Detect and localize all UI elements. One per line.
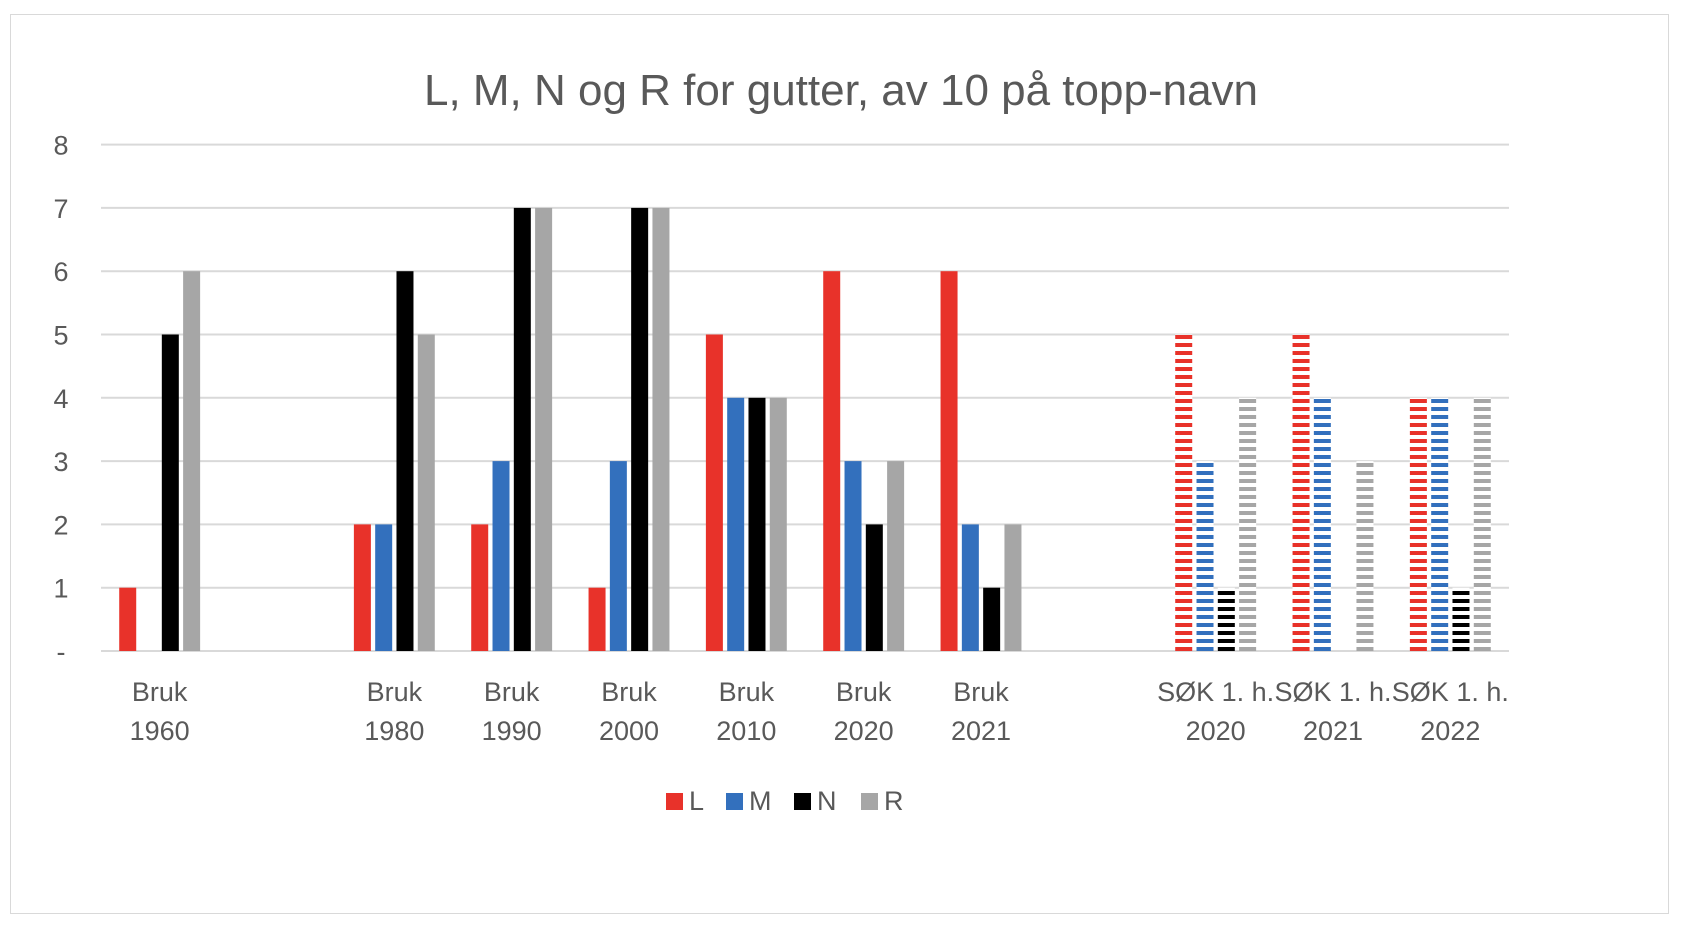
bar-R <box>1004 524 1022 651</box>
y-tick-label: 3 <box>53 447 68 477</box>
x-tick-label: 1980 <box>364 716 424 746</box>
bar-N <box>631 207 649 651</box>
y-axis-ticks: - 1 2 3 4 5 6 7 8 <box>53 131 68 667</box>
bar-N <box>983 587 1001 651</box>
legend-swatch-N <box>794 793 811 810</box>
bar-N <box>865 524 883 651</box>
bar-N <box>1452 587 1470 651</box>
bar-M <box>1431 397 1449 651</box>
x-tick-label: Bruk <box>484 677 540 707</box>
bar-N <box>1217 587 1235 651</box>
bar-M <box>609 461 627 651</box>
bar-L <box>588 587 606 651</box>
chart-frame: L, M, N og R for gutter, av 10 på topp-n… <box>10 14 1669 914</box>
bar-chart: L, M, N og R for gutter, av 10 på topp-n… <box>53 66 1509 816</box>
x-tick-label: 2021 <box>1303 716 1363 746</box>
bar-L <box>353 524 371 651</box>
bar-L <box>823 271 841 651</box>
bar-M <box>844 461 862 651</box>
y-tick-label: 2 <box>53 510 68 540</box>
bar-M <box>1196 461 1214 651</box>
x-tick-label: Bruk <box>719 677 775 707</box>
x-tick-label: 2020 <box>1186 716 1246 746</box>
x-tick-label: Bruk <box>132 677 188 707</box>
bar-R <box>183 271 201 651</box>
legend-swatch-L <box>666 793 683 810</box>
bar-L <box>940 271 958 651</box>
bar-R <box>769 397 787 651</box>
y-tick-label: 7 <box>53 194 68 224</box>
bar-N <box>748 397 766 651</box>
bar-M <box>375 524 393 651</box>
bar-L <box>1175 334 1193 651</box>
x-tick-label: 2020 <box>834 716 894 746</box>
bar-R <box>652 207 670 651</box>
bar-R <box>1356 461 1374 651</box>
x-axis-ticks: Bruk 1960 Bruk 1980 Bruk 1990 Bruk 2000 Bruk 2010… <box>130 677 1509 746</box>
bar-M <box>961 524 979 651</box>
bar-N <box>396 271 414 651</box>
y-tick-label: - <box>57 637 66 667</box>
x-tick-label: 2010 <box>716 716 776 746</box>
y-tick-label: 5 <box>53 321 68 351</box>
bar-L <box>119 587 137 651</box>
bar-R <box>1239 397 1257 651</box>
legend-label-M: M <box>749 786 772 816</box>
x-tick-label: 1960 <box>130 716 190 746</box>
bars <box>119 207 1491 651</box>
y-tick-label: 8 <box>53 131 68 161</box>
legend-label-R: R <box>884 786 904 816</box>
x-tick-label: Bruk <box>953 677 1009 707</box>
bar-L <box>1409 397 1427 651</box>
bar-L <box>471 524 489 651</box>
bar-R <box>417 334 435 651</box>
x-tick-label: SØK 1. h. <box>1157 677 1274 707</box>
bar-M <box>727 397 745 651</box>
x-tick-label: Bruk <box>367 677 423 707</box>
x-tick-label: 1990 <box>482 716 542 746</box>
gridlines <box>101 143 1509 652</box>
legend-label-N: N <box>817 786 837 816</box>
legend-swatch-R <box>861 793 878 810</box>
bar-R <box>887 461 905 651</box>
legend-swatch-M <box>726 793 743 810</box>
bar-N <box>161 334 179 651</box>
bar-R <box>1473 397 1491 651</box>
chart-title: L, M, N og R for gutter, av 10 på topp-n… <box>424 66 1258 115</box>
y-tick-label: 6 <box>53 257 68 287</box>
x-tick-label: 2000 <box>599 716 659 746</box>
bar-N <box>513 207 531 651</box>
y-tick-label: 4 <box>53 384 68 414</box>
x-tick-label: SØK 1. h. <box>1274 677 1391 707</box>
bar-R <box>535 207 553 651</box>
x-tick-label: 2022 <box>1420 716 1480 746</box>
y-tick-label: 1 <box>53 574 68 604</box>
bar-M <box>492 461 510 651</box>
x-tick-label: Bruk <box>836 677 892 707</box>
x-tick-label: Bruk <box>601 677 657 707</box>
x-tick-label: 2021 <box>951 716 1011 746</box>
legend-label-L: L <box>689 786 704 816</box>
bar-L <box>1292 334 1310 651</box>
bar-L <box>705 334 723 651</box>
x-tick-label: SØK 1. h. <box>1392 677 1509 707</box>
bar-M <box>1313 397 1331 651</box>
